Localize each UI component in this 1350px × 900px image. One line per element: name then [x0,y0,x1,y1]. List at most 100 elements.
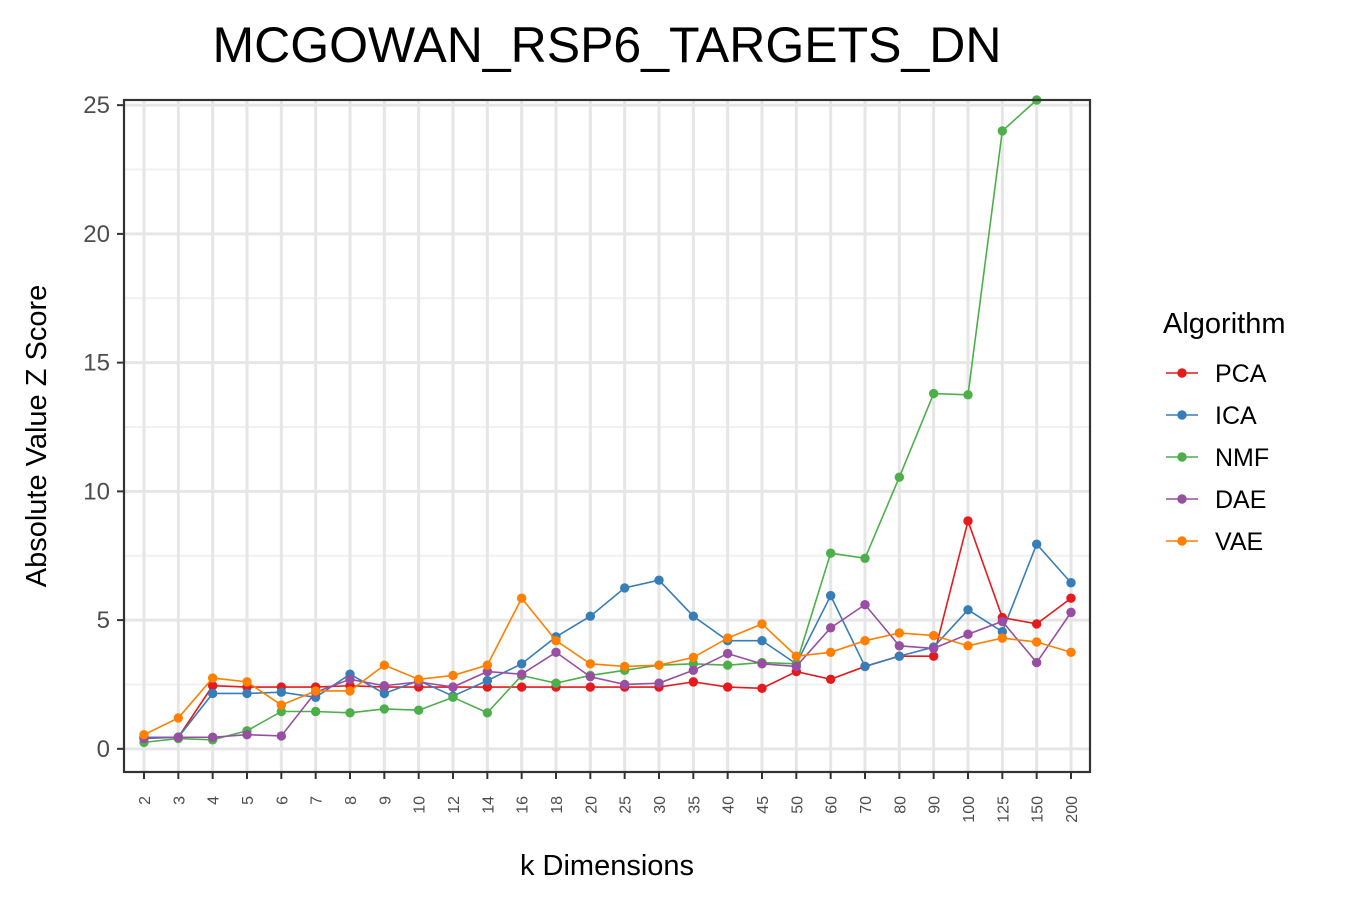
legend-item-dae: DAE [1166,486,1266,514]
plot-panel-border [122,98,1092,774]
data-point-ica [276,687,287,697]
data-point-ica [1031,539,1042,549]
data-point-vae [448,670,458,681]
data-point-dae [894,641,905,651]
data-point-vae [894,628,905,638]
data-point-nmf [860,553,870,563]
legend-label: VAE [1215,528,1263,556]
chart-title: MCGOWAN_RSP6_TARGETS_DN [212,17,1001,73]
data-point-nmf [894,472,905,482]
data-point-dae [242,729,252,740]
x-tick-label: 80 [892,796,909,814]
series-line-vae [143,596,1072,736]
x-tick-label: 7 [309,796,326,805]
data-point-dae [345,674,355,685]
data-point-vae [139,729,149,740]
data-point-nmf [379,704,390,714]
data-point-vae [310,686,321,696]
legend-point-swatch [1177,410,1187,420]
series-line-pca [144,518,1072,739]
data-point-vae [207,673,218,683]
legend-point-swatch [1177,536,1187,546]
data-point-ica [825,590,836,601]
data-point-vae [791,651,802,661]
x-tick-label: 6 [274,796,291,805]
data-point-ica [997,626,1008,637]
data-point-vae [482,660,493,670]
data-point-dae [654,678,664,688]
data-point-dae [825,623,836,633]
data-point-nmf [448,692,458,703]
data-point-dae [207,732,218,742]
data-point-nmf [963,390,973,400]
data-point-vae [825,647,836,657]
data-point-vae [688,652,699,663]
y-tick-label: 25 [83,92,110,119]
series-dae [139,599,1076,744]
data-point-vae [963,641,973,651]
legend-item-pca: PCA [1166,360,1267,388]
y-axis-title: Absolute Value Z Score [21,285,53,588]
y-tick-label: 15 [83,350,110,377]
data-point-dae [963,629,973,639]
x-tick-label: 14 [480,796,497,814]
data-point-ica [619,583,630,593]
data-point-pca [516,682,527,692]
data-point-vae [757,619,767,629]
legend-label: ICA [1215,402,1257,430]
y-tick-label: 10 [83,478,110,505]
data-point-pca [688,677,699,687]
series-vae [139,593,1076,740]
data-point-ica [688,611,699,621]
x-tick-label: 40 [721,796,738,814]
data-point-ica [516,659,527,669]
x-tick-label: 2 [137,796,154,805]
data-point-pca [825,674,836,685]
data-point-nmf [413,705,424,715]
data-point-vae [379,660,390,670]
x-tick-label: 4 [206,796,223,805]
data-point-ica [654,575,664,585]
legend-item-nmf: NMF [1166,444,1269,472]
data-point-dae [928,643,939,654]
data-point-vae [345,686,355,696]
data-point-ica [379,688,390,699]
series-line-dae [143,603,1072,740]
data-point-vae [276,700,287,710]
data-point-pca [1031,619,1042,629]
series-line-ica [144,542,1072,739]
y-axis: 0 5 10 15 20 25 [83,92,124,763]
data-point-vae [1066,647,1076,657]
x-tick-label: 20 [583,796,600,814]
data-point-dae [276,731,287,741]
data-point-nmf [482,708,493,718]
x-tick-label: 125 [995,796,1012,823]
x-axis: 2 3 4 5 6 7 8 9 10 12 14 16 18 20 25 30 35 40 45 50 60 70 80 90… [137,772,1081,823]
legend-label: NMF [1215,444,1269,472]
x-tick-label: 18 [549,796,566,814]
data-point-nmf [345,708,355,718]
data-point-nmf [551,678,561,688]
data-point-nmf [825,548,836,558]
x-tick-label: 9 [377,796,394,805]
legend-item-ica: ICA [1166,402,1257,430]
x-tick-label: 3 [171,796,188,805]
data-point-ica [894,651,905,661]
data-point-dae [688,665,699,675]
x-axis-title: k Dimensions [520,850,694,882]
series-layer [139,95,1076,748]
data-point-vae [1031,637,1042,647]
data-point-dae [482,666,493,677]
data-point-vae [242,677,252,687]
data-point-ica [757,635,767,646]
data-point-ica [242,688,252,699]
legend-item-vae: VAE [1166,528,1263,556]
x-tick-label: 35 [686,796,703,814]
data-point-dae [551,647,561,657]
data-point-dae [757,659,767,669]
data-point-ica [860,661,870,672]
data-point-vae [722,633,733,643]
data-point-vae [413,674,424,685]
data-point-nmf [276,706,287,717]
